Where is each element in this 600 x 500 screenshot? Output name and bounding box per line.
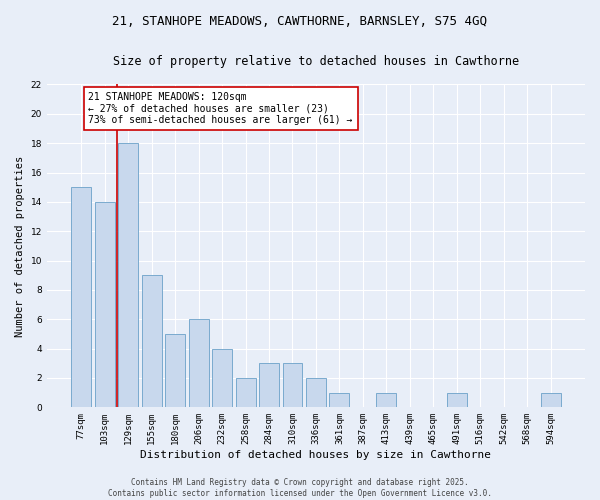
Bar bbox=[541, 392, 560, 407]
Bar bbox=[188, 320, 209, 408]
X-axis label: Distribution of detached houses by size in Cawthorne: Distribution of detached houses by size … bbox=[140, 450, 491, 460]
Text: 21, STANHOPE MEADOWS, CAWTHORNE, BARNSLEY, S75 4GQ: 21, STANHOPE MEADOWS, CAWTHORNE, BARNSLE… bbox=[113, 15, 487, 28]
Text: 21 STANHOPE MEADOWS: 120sqm
← 27% of detached houses are smaller (23)
73% of sem: 21 STANHOPE MEADOWS: 120sqm ← 27% of det… bbox=[88, 92, 353, 125]
Bar bbox=[212, 348, 232, 408]
Text: Contains HM Land Registry data © Crown copyright and database right 2025.
Contai: Contains HM Land Registry data © Crown c… bbox=[108, 478, 492, 498]
Bar bbox=[329, 392, 349, 407]
Bar bbox=[95, 202, 115, 408]
Bar bbox=[447, 392, 467, 407]
Bar bbox=[236, 378, 256, 408]
Bar bbox=[118, 143, 138, 407]
Bar bbox=[283, 364, 302, 408]
Bar bbox=[142, 275, 162, 407]
Bar bbox=[306, 378, 326, 408]
Bar bbox=[71, 187, 91, 408]
Title: Size of property relative to detached houses in Cawthorne: Size of property relative to detached ho… bbox=[113, 55, 519, 68]
Y-axis label: Number of detached properties: Number of detached properties bbox=[15, 156, 25, 336]
Bar bbox=[376, 392, 397, 407]
Bar bbox=[259, 364, 279, 408]
Bar bbox=[165, 334, 185, 407]
